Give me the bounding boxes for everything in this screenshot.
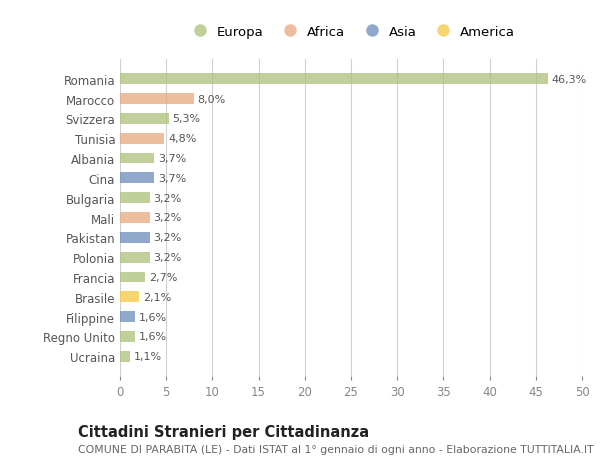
Bar [120,272,145,283]
Text: 3,2%: 3,2% [153,233,182,243]
Text: 1,6%: 1,6% [139,332,167,342]
Bar [120,312,135,322]
Text: 2,7%: 2,7% [149,272,177,282]
Text: 3,2%: 3,2% [153,193,182,203]
Text: 3,2%: 3,2% [153,252,182,263]
Text: 5,3%: 5,3% [173,114,201,124]
Text: COMUNE DI PARABITA (LE) - Dati ISTAT al 1° gennaio di ogni anno - Elaborazione T: COMUNE DI PARABITA (LE) - Dati ISTAT al … [78,444,593,454]
Bar [120,153,154,164]
Text: 4,8%: 4,8% [168,134,196,144]
Bar [120,351,130,362]
Legend: Europa, Africa, Asia, America: Europa, Africa, Asia, America [182,22,520,43]
Bar [120,232,149,243]
Bar [120,114,169,124]
Text: 1,6%: 1,6% [139,312,167,322]
Text: 1,1%: 1,1% [134,352,162,362]
Bar [120,292,139,302]
Text: 3,7%: 3,7% [158,154,186,164]
Bar [120,94,194,105]
Bar [120,173,154,184]
Bar [120,331,135,342]
Text: 3,2%: 3,2% [153,213,182,223]
Bar [120,74,548,85]
Bar [120,213,149,224]
Text: 8,0%: 8,0% [197,94,226,104]
Bar [120,193,149,204]
Bar [120,134,164,144]
Text: 46,3%: 46,3% [551,74,587,84]
Text: Cittadini Stranieri per Cittadinanza: Cittadini Stranieri per Cittadinanza [78,425,369,440]
Bar [120,252,149,263]
Text: 3,7%: 3,7% [158,174,186,184]
Text: 2,1%: 2,1% [143,292,172,302]
